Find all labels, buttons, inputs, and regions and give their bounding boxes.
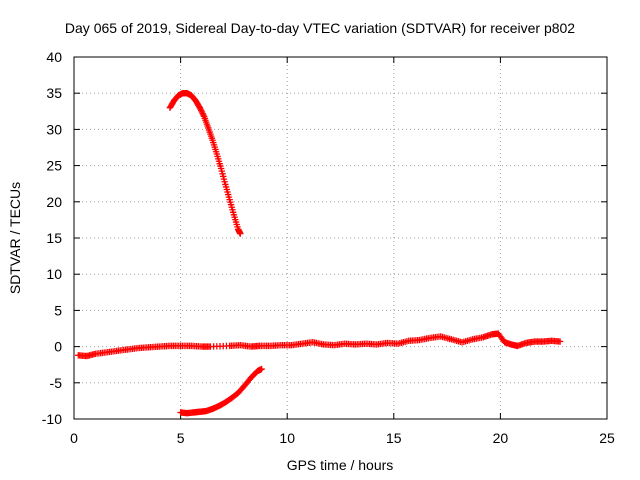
grid: [74, 57, 607, 419]
x-axis-ticks: 0 5 10 15 20 25: [70, 57, 615, 446]
data-point: [199, 110, 206, 117]
x-tick-label: 25: [599, 430, 615, 446]
y-tick-label: 15: [46, 230, 62, 246]
data-point: [258, 365, 265, 373]
y-tick-label: 0: [54, 339, 62, 355]
x-tick-label: 15: [386, 430, 402, 446]
y-tick-label: -5: [50, 375, 63, 391]
chart-title: Day 065 of 2019, Sidereal Day-to-day VTE…: [65, 20, 575, 36]
data-point: [198, 107, 205, 114]
y-tick-label: 20: [46, 194, 62, 210]
y-tick-label: 25: [46, 158, 62, 174]
data-points: [75, 90, 564, 417]
x-tick-label: 20: [493, 430, 509, 446]
x-tick-label: 0: [70, 430, 78, 446]
x-axis-label: GPS time / hours: [287, 457, 394, 473]
data-point: [237, 230, 244, 237]
data-point: [200, 111, 207, 119]
y-tick-label: 10: [46, 266, 62, 282]
data-point: [197, 105, 204, 113]
y-tick-label: 35: [46, 85, 62, 101]
x-tick-label: 5: [177, 430, 185, 446]
y-tick-label: -10: [42, 411, 62, 427]
y-tick-label: 5: [54, 302, 62, 318]
y-axis-ticks: -10 -5 0 5 10 15 20 25 30 35 40: [42, 49, 607, 427]
y-tick-label: 30: [46, 121, 62, 137]
data-point: [196, 104, 203, 111]
y-tick-label: 40: [46, 49, 62, 65]
y-axis-label: SDTVAR / TECUs: [7, 182, 23, 294]
x-tick-label: 10: [279, 430, 295, 446]
plot-frame: [73, 56, 608, 420]
data-point: [198, 108, 206, 116]
data-point: [556, 338, 564, 345]
